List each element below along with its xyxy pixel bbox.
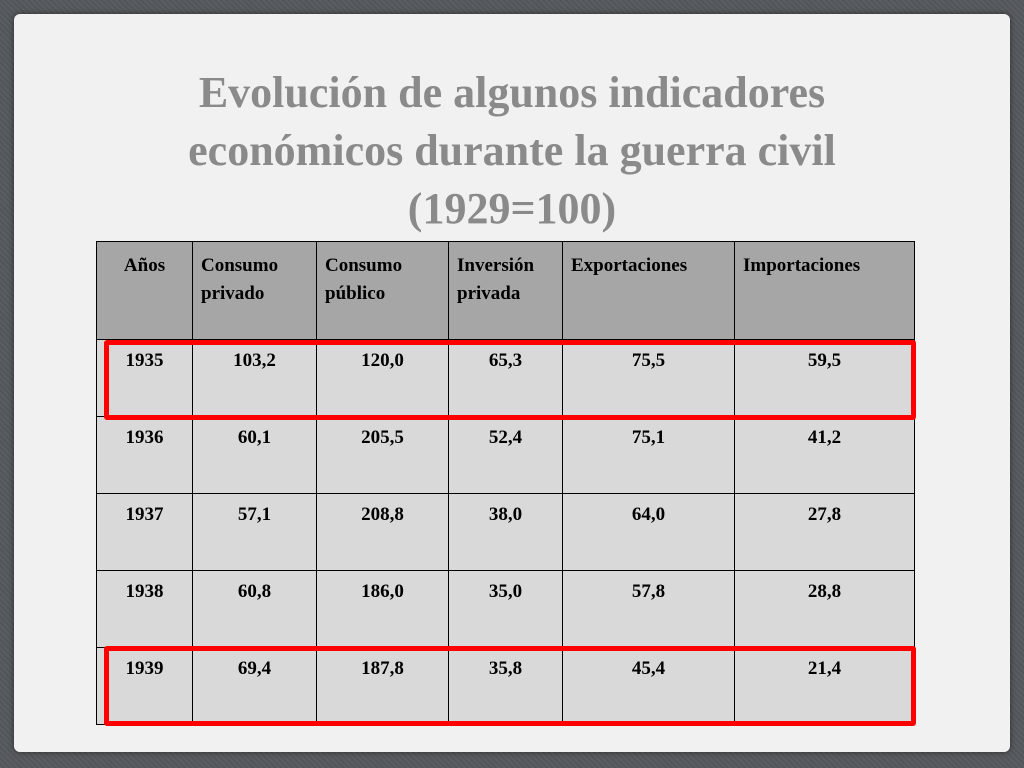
cell-public-consumption: 186,0 [316, 570, 449, 648]
cell-year: 1939 [96, 647, 193, 725]
cell-private-consumption: 57,1 [192, 493, 317, 571]
table-row: 1939 69,4 187,8 35,8 45,4 21,4 [96, 647, 915, 725]
table-row: 1937 57,1 208,8 38,0 64,0 27,8 [96, 493, 915, 571]
cell-year: 1937 [96, 493, 193, 571]
cell-private-investment: 38,0 [448, 493, 563, 571]
cell-imports: 21,4 [734, 647, 915, 725]
cell-private-investment: 65,3 [448, 339, 563, 417]
cell-exports: 75,5 [562, 339, 735, 417]
cell-imports: 27,8 [734, 493, 915, 571]
title-line-1: Evolución de algunos indicadores [198, 68, 826, 117]
cell-private-consumption: 103,2 [192, 339, 317, 417]
cell-private-investment: 35,8 [448, 647, 563, 725]
title-line-2: económicos durante la guerra civil [188, 126, 836, 175]
cell-exports: 57,8 [562, 570, 735, 648]
cell-exports: 75,1 [562, 416, 735, 494]
header-exports: Exportaciones [562, 241, 735, 340]
table-row: 1935 103,2 120,0 65,3 75,5 59,5 [96, 339, 915, 417]
header-private-investment: Inversión privada [448, 241, 563, 340]
cell-exports: 45,4 [562, 647, 735, 725]
cell-imports: 28,8 [734, 570, 915, 648]
cell-private-consumption: 69,4 [192, 647, 317, 725]
header-years: Años [96, 241, 193, 340]
cell-public-consumption: 120,0 [316, 339, 449, 417]
title-line-3: (1929=100) [407, 184, 617, 233]
cell-year: 1938 [96, 570, 193, 648]
table-header-row: Años Consumo privado Consumo público Inv… [96, 241, 915, 340]
cell-private-consumption: 60,8 [192, 570, 317, 648]
cell-public-consumption: 205,5 [316, 416, 449, 494]
cell-public-consumption: 208,8 [316, 493, 449, 571]
cell-private-consumption: 60,1 [192, 416, 317, 494]
cell-private-investment: 35,0 [448, 570, 563, 648]
slide-title: Evolución de algunos indicadores económi… [14, 64, 1010, 238]
header-private-consumption: Consumo privado [192, 241, 317, 340]
cell-private-investment: 52,4 [448, 416, 563, 494]
cell-year: 1936 [96, 416, 193, 494]
table-row: 1936 60,1 205,5 52,4 75,1 41,2 [96, 416, 915, 494]
header-imports: Importaciones [734, 241, 915, 340]
cell-public-consumption: 187,8 [316, 647, 449, 725]
cell-imports: 59,5 [734, 339, 915, 417]
table-row: 1938 60,8 186,0 35,0 57,8 28,8 [96, 570, 915, 648]
indicators-table: Años Consumo privado Consumo público Inv… [96, 241, 915, 725]
cell-exports: 64,0 [562, 493, 735, 571]
cell-year: 1935 [96, 339, 193, 417]
header-public-consumption: Consumo público [316, 241, 449, 340]
cell-imports: 41,2 [734, 416, 915, 494]
